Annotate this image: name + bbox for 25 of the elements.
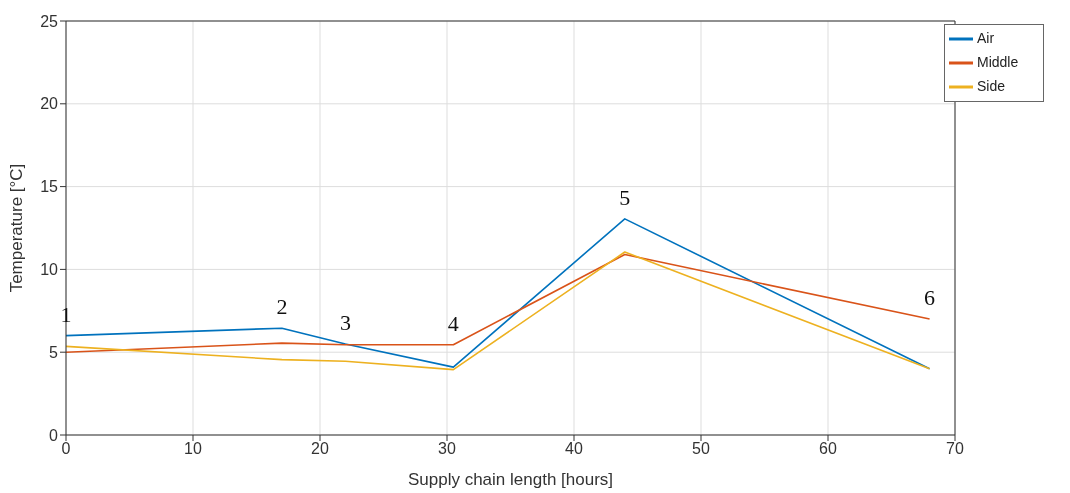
annotation: 4: [447, 310, 459, 336]
annotation: 3: [339, 309, 351, 335]
y-tick-label: 5: [49, 343, 59, 361]
legend-label: Middle: [977, 54, 1019, 71]
x-tick-label: 50: [692, 440, 710, 458]
y-tick-label: 15: [40, 178, 59, 196]
y-tick-label: 25: [40, 12, 59, 30]
annotation: 1: [60, 301, 72, 327]
y-tick-label: 0: [49, 426, 59, 444]
annotation: 6: [924, 285, 936, 311]
x-tick-label: 20: [311, 440, 329, 458]
x-axis-title: Supply chain length [hours]: [407, 470, 614, 489]
legend-label: Side: [977, 78, 1006, 95]
x-tick-label: 70: [946, 440, 964, 458]
x-tick-label: 0: [61, 440, 71, 458]
x-tick-label: 40: [565, 440, 583, 458]
y-axis-title: Temperature [°C]: [7, 163, 27, 293]
x-tick-label: 30: [438, 440, 456, 458]
x-tick-label: 60: [819, 440, 837, 458]
y-tick-label: 10: [40, 261, 59, 279]
legend-label: Air: [977, 30, 995, 47]
annotation: 5: [619, 184, 631, 210]
annotation: 2: [276, 294, 288, 320]
y-tick-label: 20: [40, 95, 59, 113]
x-tick-label: 10: [184, 440, 202, 458]
